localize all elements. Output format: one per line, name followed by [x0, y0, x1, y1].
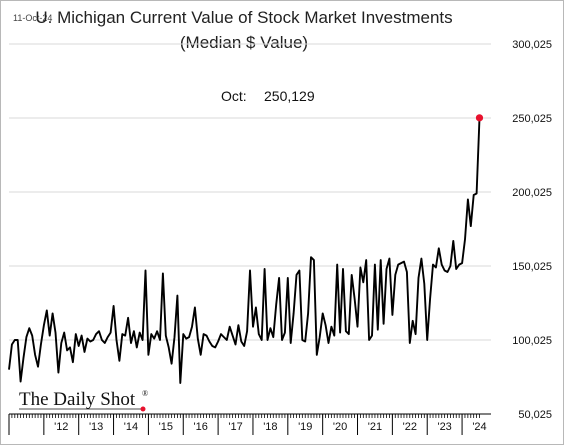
x-tick-label: '22 — [403, 421, 417, 433]
y-tick-label: 200,025 — [512, 187, 552, 199]
x-tick-label: '17 — [228, 421, 242, 433]
latest-value-label: Oct: — [221, 88, 247, 104]
chart-subtitle: (Median $ Value) — [180, 33, 308, 52]
brand-logo: The Daily Shot ® — [19, 389, 148, 412]
latest-point-marker — [475, 114, 484, 122]
date-stamp: 11-Oct-24 — [13, 13, 52, 23]
x-tick-label: '14 — [124, 421, 138, 433]
x-tick-label: '15 — [159, 421, 173, 433]
brand-name: The Daily Shot — [19, 389, 136, 410]
x-tick-label: '21 — [368, 421, 382, 433]
x-tick-label: '24 — [472, 421, 486, 433]
series-layer — [8, 114, 484, 384]
series-line — [8, 117, 481, 384]
x-tick-label: '18 — [263, 421, 277, 433]
latest-value: 250,129 — [264, 88, 315, 104]
x-tick-label: '23 — [437, 421, 451, 433]
y-tick-label: 150,025 — [512, 261, 552, 273]
y-tick-label: 300,025 — [512, 39, 552, 51]
x-tick-label: '12 — [54, 421, 68, 433]
y-tick-label: 250,025 — [512, 113, 552, 125]
gridlines — [9, 43, 491, 341]
chart-title: U. Michigan Current Value of Stock Marke… — [35, 8, 452, 27]
brand-reg-mark: ® — [142, 389, 148, 398]
x-tick-label: '20 — [333, 421, 347, 433]
x-tick-label: '19 — [298, 421, 312, 433]
x-tick-label: '16 — [194, 421, 208, 433]
y-tick-label: 100,025 — [512, 335, 552, 347]
y-tick-label: 50,025 — [518, 409, 552, 421]
brand-dot — [140, 406, 146, 412]
x-axis: '12 '13 '14 '15 '16 '17 '18 '19 '20 '21 '22 '23 '24 — [8, 413, 491, 435]
y-axis-ticks: 50,025 100,025 150,025 200,025 250,025 300,02… — [512, 39, 552, 421]
x-tick-label: '13 — [89, 421, 103, 433]
